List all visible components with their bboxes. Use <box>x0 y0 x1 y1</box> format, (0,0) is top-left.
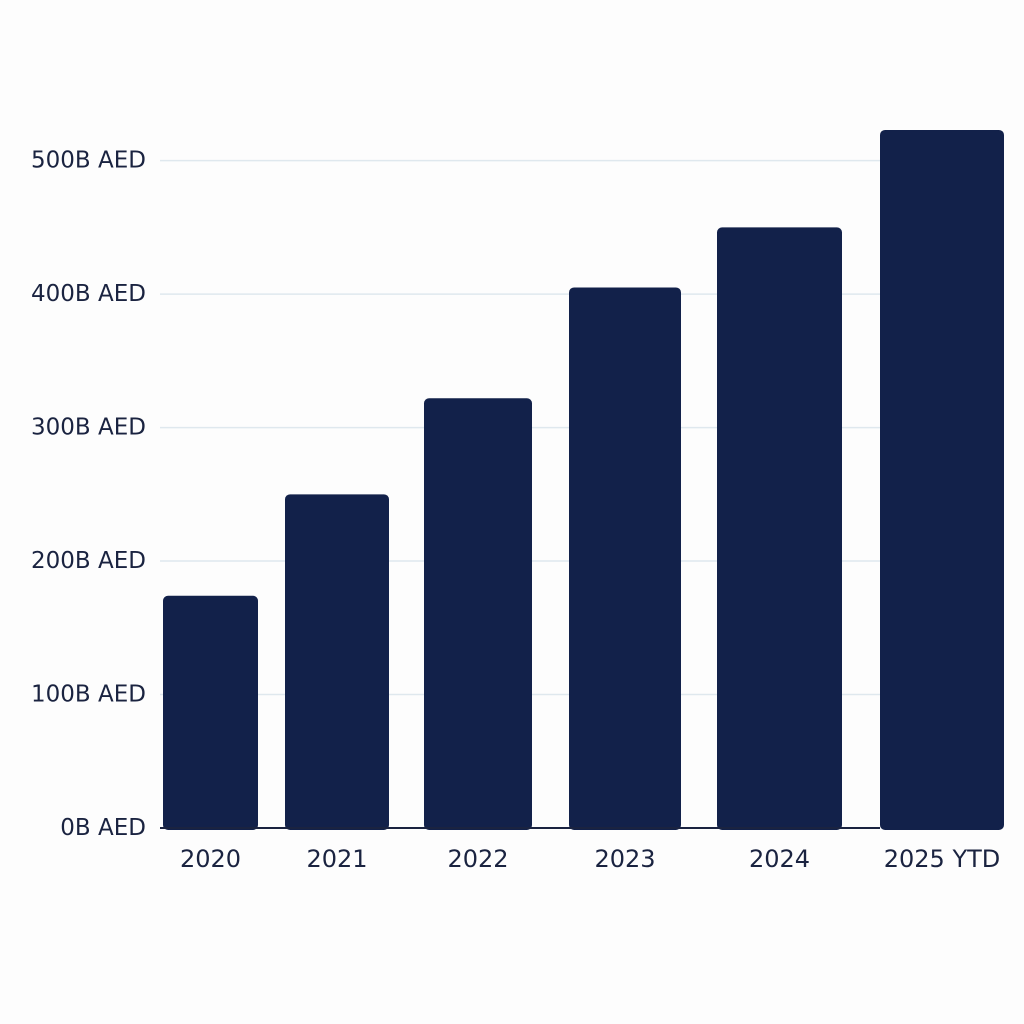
bar-2025-ytd <box>880 129 1004 830</box>
bar-2021 <box>285 494 389 830</box>
y-tick-label-500b-aed: 500B AED <box>31 148 146 174</box>
x-tick-label-2022: 2022 <box>447 845 508 873</box>
x-axis-tick-labels: 2020 2021 2022 2023 2024 2025 YTD <box>180 845 1000 873</box>
y-tick-label-0b-aed: 0B AED <box>60 815 146 841</box>
bar-2022 <box>424 398 532 830</box>
y-tick-label-200b-aed: 200B AED <box>31 548 146 574</box>
bars <box>163 129 1004 830</box>
bar-2020 <box>163 595 258 830</box>
y-tick-label-400b-aed: 400B AED <box>31 281 146 307</box>
x-tick-label-2025-ytd: 2025 YTD <box>884 845 1001 873</box>
y-tick-label-300b-aed: 300B AED <box>31 415 146 441</box>
bar-2023 <box>569 287 681 830</box>
bar-2024 <box>717 227 842 830</box>
x-tick-label-2020: 2020 <box>180 845 241 873</box>
x-tick-label-2024: 2024 <box>749 845 810 873</box>
x-tick-label-2021: 2021 <box>306 845 367 873</box>
x-tick-label-2023: 2023 <box>594 845 655 873</box>
y-axis-tick-labels: 0B AED 100B AED 200B AED 300B AED 400B AED 50… <box>31 148 146 841</box>
y-tick-label-100b-aed: 100B AED <box>31 682 146 708</box>
